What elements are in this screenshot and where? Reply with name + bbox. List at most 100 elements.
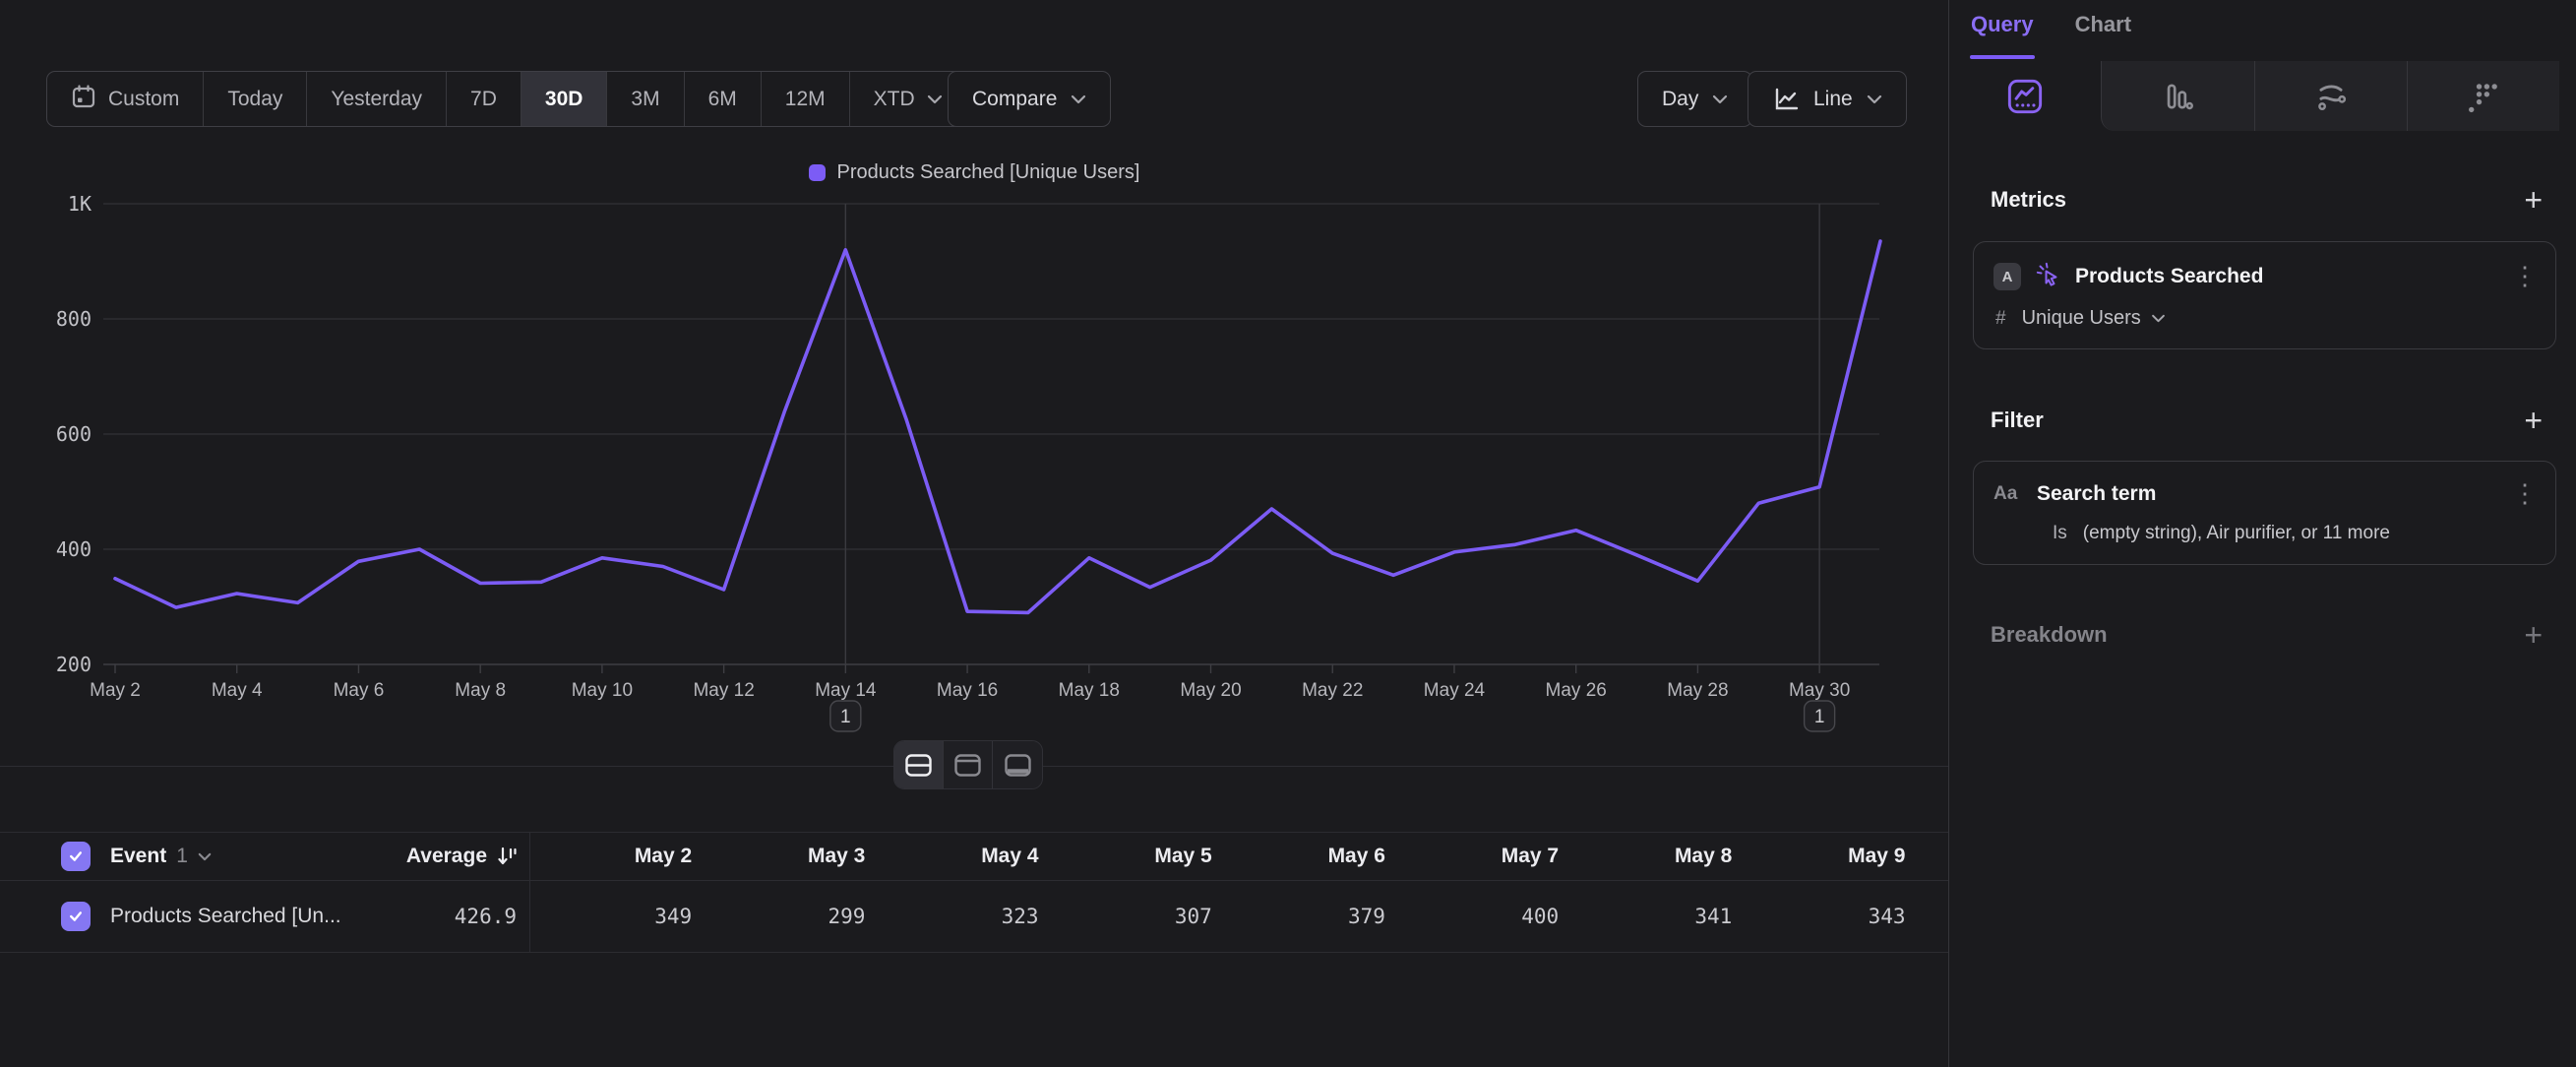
day-column-headers: May 2May 3May 4May 5May 6May 7May 8May 9 [519, 833, 1906, 880]
metric-letter-badge: A [1993, 263, 2021, 290]
series-line[interactable] [115, 241, 1880, 612]
y-axis-label: 1K [68, 192, 92, 216]
filter-type-badge: Aa [1993, 483, 2023, 505]
day-column-header[interactable]: May 7 [1385, 833, 1559, 880]
measure-selector[interactable]: Unique Users [2022, 307, 2166, 330]
average-header-label: Average [406, 845, 487, 868]
day-column-value: 400 [1385, 881, 1559, 952]
sort-icon [497, 846, 517, 867]
x-axis-label: May 6 [334, 680, 385, 701]
day-column-header[interactable]: May 5 [1039, 833, 1212, 880]
day-column-value: 323 [865, 881, 1038, 952]
view-tab-retention[interactable] [2407, 61, 2559, 131]
day-column-header[interactable]: May 8 [1559, 833, 1732, 880]
main-area: CustomTodayYesterday7D30D3M6M12MXTD Comp… [0, 0, 1948, 1067]
analytics-app: CustomTodayYesterday7D30D3M6M12MXTD Comp… [0, 0, 2576, 1067]
x-axis-label: May 8 [455, 680, 506, 701]
layout-split-button[interactable] [894, 741, 944, 788]
day-column-value: 299 [692, 881, 865, 952]
split-view-icon [905, 754, 932, 777]
chevron-down-icon [2151, 314, 2166, 323]
layout-table-only-button[interactable] [993, 741, 1042, 788]
x-axis-label: May 14 [815, 680, 877, 701]
table-header-row: Event 1 Average May 2May 3May 4May 5May … [0, 833, 1948, 880]
check-icon [67, 847, 85, 865]
day-column-value: 307 [1039, 881, 1212, 952]
add-filter-button[interactable]: + [2524, 405, 2543, 436]
y-axis-label: 400 [56, 537, 92, 561]
x-axis-label: May 16 [937, 680, 998, 701]
event-header-label: Event [110, 845, 166, 868]
event-click-icon [2035, 261, 2061, 292]
day-column-header[interactable]: May 4 [865, 833, 1038, 880]
table-border [0, 952, 1948, 953]
x-axis-label: May 12 [693, 680, 754, 701]
x-axis-label: May 22 [1302, 680, 1363, 701]
metric-name: Products Searched [2075, 265, 2263, 288]
measure-label: Unique Users [2022, 307, 2141, 330]
filter-operator[interactable]: Is [2053, 523, 2067, 544]
check-icon [67, 908, 85, 925]
breakdown-title: Breakdown [1991, 622, 2108, 648]
add-breakdown-button[interactable]: + [2524, 619, 2543, 651]
annotation-marker[interactable]: 1 [830, 701, 861, 731]
panel-top-icon [954, 754, 981, 777]
grid-dots-icon [2465, 78, 2502, 115]
x-axis-label: May 2 [90, 680, 141, 701]
x-axis-label: May 28 [1667, 680, 1728, 701]
x-axis-label: May 4 [212, 680, 263, 701]
day-column-header[interactable]: May 9 [1732, 833, 1905, 880]
annotation-marker[interactable]: 1 [1805, 701, 1835, 731]
x-axis-label: May 20 [1180, 680, 1241, 701]
tab-chart[interactable]: Chart [2075, 12, 2131, 51]
x-axis-label: May 24 [1424, 680, 1486, 701]
day-column-value: 379 [1212, 881, 1385, 952]
filter-card[interactable]: Aa Search term ⋮ Is (empty string), Air … [1973, 461, 2556, 565]
add-metric-button[interactable]: + [2524, 184, 2543, 216]
insights-chart-icon [2006, 78, 2044, 115]
day-column-header[interactable]: May 6 [1212, 833, 1385, 880]
event-count: 1 [176, 845, 188, 868]
x-axis-label: May 10 [572, 680, 633, 701]
flow-icon [2312, 78, 2350, 115]
day-column-header[interactable]: May 2 [519, 833, 692, 880]
select-all-checkbox[interactable] [61, 842, 91, 871]
row-checkbox[interactable] [61, 902, 91, 931]
day-column-header[interactable]: May 3 [692, 833, 865, 880]
view-tab-flows[interactable] [2254, 61, 2407, 131]
metric-menu-button[interactable]: ⋮ [2512, 265, 2538, 287]
panel-bottom-icon [1005, 754, 1031, 777]
event-header[interactable]: Event 1 [110, 845, 212, 868]
chevron-down-icon [198, 852, 212, 861]
day-column-value: 349 [519, 881, 692, 952]
average-header[interactable]: Average [295, 845, 517, 868]
day-column-value: 341 [1559, 881, 1732, 952]
filter-value[interactable]: (empty string), Air purifier, or 11 more [2083, 523, 2390, 544]
view-tab-insights[interactable] [1949, 61, 2101, 131]
breakdown-section-header: Breakdown + [1991, 618, 2543, 652]
table-row[interactable]: Products Searched [Un... 426.9 349299323… [0, 881, 1948, 952]
x-axis-label: May 26 [1546, 680, 1607, 701]
row-average-value: 426.9 [455, 905, 517, 928]
day-column-value: 343 [1732, 881, 1905, 952]
line-chart[interactable]: 2004006008001KMay 2May 4May 6May 8May 10… [0, 0, 1948, 748]
query-panel: Query Chart [1948, 0, 2576, 1067]
y-axis-label: 600 [56, 422, 92, 446]
day-column-values: 349299323307379400341343 [519, 881, 1906, 952]
tab-query[interactable]: Query [1971, 12, 2034, 51]
filter-title: Filter [1991, 408, 2044, 433]
filter-menu-button[interactable]: ⋮ [2512, 482, 2538, 505]
metrics-section-header: Metrics + [1991, 183, 2543, 217]
metric-card[interactable]: A Products Searched ⋮ # Unique Users [1973, 241, 2556, 349]
x-axis-label: May 30 [1789, 680, 1850, 701]
bar-chart-icon [2159, 78, 2196, 115]
panel-tabs: Query Chart [1971, 12, 2131, 51]
filter-property-name: Search term [2037, 482, 2156, 506]
measure-type-icon: # [1995, 308, 2006, 330]
y-axis-label: 200 [56, 653, 92, 676]
layout-chart-only-button[interactable] [944, 741, 993, 788]
x-axis-label: May 18 [1059, 680, 1120, 701]
view-type-tabs [1949, 61, 2559, 131]
view-tab-funnels[interactable] [2101, 61, 2253, 131]
layout-switcher [893, 740, 1043, 789]
